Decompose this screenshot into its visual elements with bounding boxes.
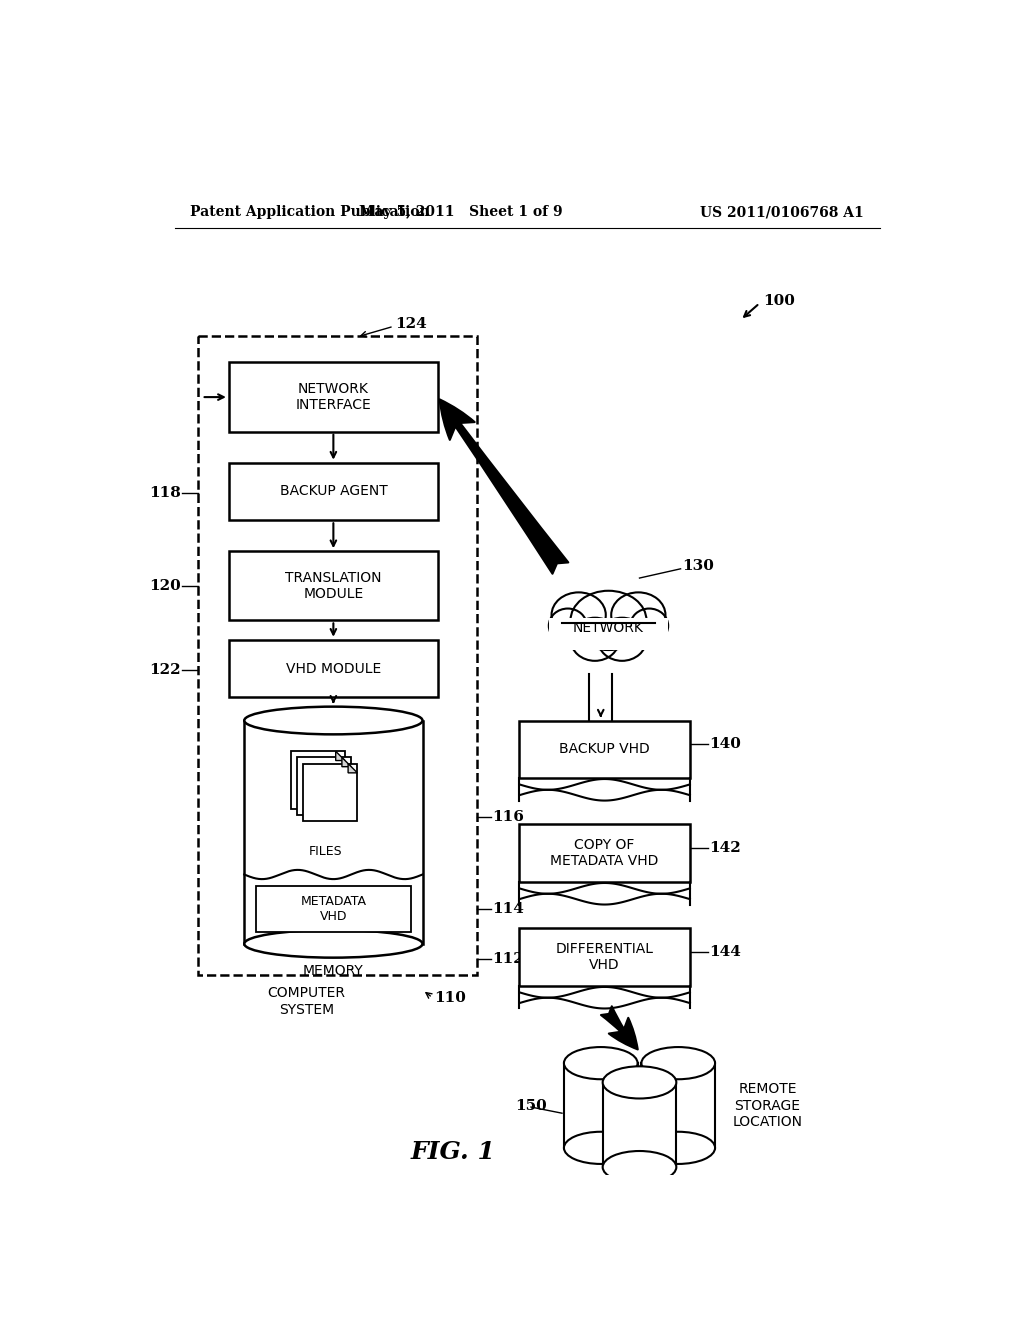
Ellipse shape — [549, 609, 587, 643]
Text: 114: 114 — [493, 902, 524, 916]
Ellipse shape — [598, 618, 646, 661]
Text: COPY OF
METADATA VHD: COPY OF METADATA VHD — [551, 838, 658, 869]
Polygon shape — [336, 751, 345, 760]
Bar — [228, 640, 438, 697]
Bar — [549, 618, 669, 649]
Text: May 5, 2011   Sheet 1 of 9: May 5, 2011 Sheet 1 of 9 — [359, 206, 563, 219]
Bar — [564, 1063, 638, 1148]
Ellipse shape — [245, 929, 423, 958]
Ellipse shape — [564, 1047, 638, 1080]
Bar — [297, 758, 351, 816]
Text: 142: 142 — [710, 841, 741, 854]
Text: US 2011/0106768 A1: US 2011/0106768 A1 — [700, 206, 864, 219]
Text: 118: 118 — [148, 486, 180, 500]
Text: BACKUP AGENT: BACKUP AGENT — [280, 484, 387, 499]
Text: COMPUTER
SYSTEM: COMPUTER SYSTEM — [267, 986, 345, 1016]
Ellipse shape — [630, 609, 669, 643]
Text: 100: 100 — [764, 294, 796, 308]
Bar — [291, 751, 345, 809]
Ellipse shape — [564, 1131, 638, 1164]
Text: NETWORK
INTERFACE: NETWORK INTERFACE — [296, 381, 372, 412]
Text: FIG. 1: FIG. 1 — [411, 1139, 496, 1164]
Text: MEMORY: MEMORY — [303, 964, 364, 978]
Ellipse shape — [245, 706, 423, 734]
Bar — [228, 363, 438, 432]
Ellipse shape — [611, 593, 666, 638]
Ellipse shape — [570, 618, 620, 661]
Ellipse shape — [641, 1131, 715, 1164]
Text: 116: 116 — [493, 809, 524, 824]
Bar — [641, 1063, 715, 1148]
Bar — [519, 928, 690, 986]
Text: METADATA
VHD: METADATA VHD — [300, 895, 367, 923]
Text: TRANSLATION
MODULE: TRANSLATION MODULE — [285, 570, 382, 601]
Text: 140: 140 — [710, 737, 741, 751]
Bar — [519, 825, 690, 882]
Text: FILES: FILES — [309, 845, 342, 858]
Bar — [228, 462, 438, 520]
Bar — [198, 335, 477, 974]
Bar — [603, 1082, 676, 1167]
Ellipse shape — [603, 1067, 676, 1098]
Text: VHD MODULE: VHD MODULE — [286, 661, 381, 676]
Text: DIFFERENTIAL
VHD: DIFFERENTIAL VHD — [556, 942, 653, 973]
FancyArrowPatch shape — [601, 1006, 638, 1049]
Text: 124: 124 — [395, 317, 427, 331]
Text: Patent Application Publication: Patent Application Publication — [190, 206, 430, 219]
Text: BACKUP VHD: BACKUP VHD — [559, 742, 650, 756]
Ellipse shape — [641, 1047, 715, 1080]
Polygon shape — [348, 763, 357, 774]
Text: 150: 150 — [515, 1098, 547, 1113]
Bar — [256, 886, 411, 932]
Polygon shape — [342, 758, 351, 767]
Text: 120: 120 — [148, 578, 180, 593]
Bar — [519, 721, 690, 779]
Ellipse shape — [570, 591, 646, 649]
Text: 144: 144 — [710, 945, 741, 958]
Text: NETWORK: NETWORK — [573, 622, 644, 635]
Text: 130: 130 — [682, 560, 714, 573]
Text: 122: 122 — [150, 664, 180, 677]
Ellipse shape — [552, 593, 606, 638]
Text: 112: 112 — [493, 952, 524, 966]
Bar — [228, 552, 438, 620]
Text: REMOTE
STORAGE
LOCATION: REMOTE STORAGE LOCATION — [732, 1082, 803, 1129]
Bar — [245, 721, 423, 944]
Ellipse shape — [603, 1151, 676, 1183]
FancyArrowPatch shape — [439, 400, 568, 574]
Bar — [303, 763, 357, 821]
Text: 110: 110 — [434, 991, 466, 1005]
